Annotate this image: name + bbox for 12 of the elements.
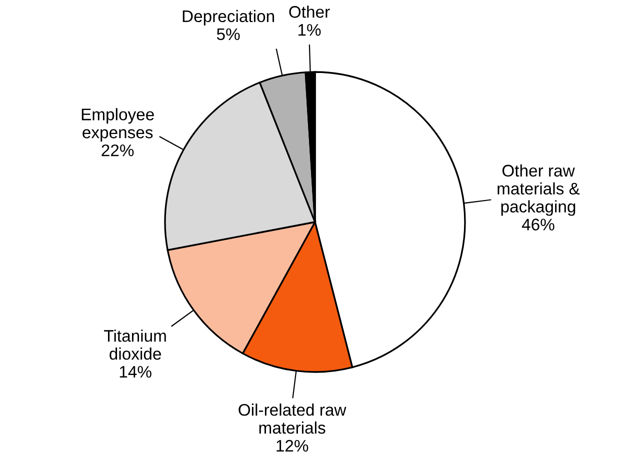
data-label: 46% [522, 218, 554, 230]
slice-label: Employee expenses [82, 108, 154, 142]
data-label: 1% [298, 24, 321, 36]
data-label: 12% [276, 440, 308, 452]
data-label: 5% [216, 28, 240, 40]
slice-label: Other raw materials & packaging [498, 164, 580, 216]
data-label: 14% [120, 366, 152, 378]
data-label: 22% [102, 144, 134, 156]
slice-label: Titanium dioxide [104, 330, 166, 360]
slice-label: Depreciation [182, 10, 274, 26]
slice-label: Oil-related raw materials [238, 404, 346, 434]
slice-label: Other [289, 6, 330, 18]
